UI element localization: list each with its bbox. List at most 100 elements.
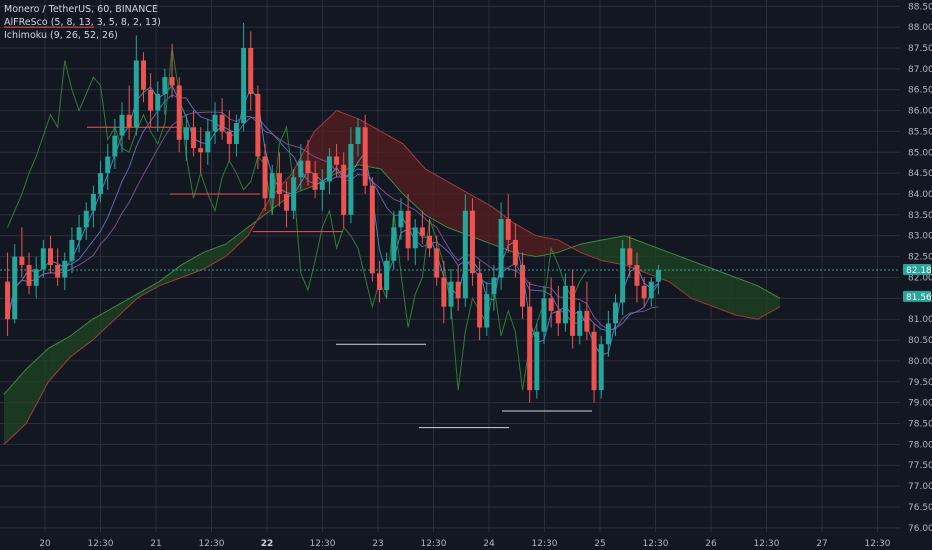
candle-body[interactable] xyxy=(119,114,125,136)
candle-body[interactable] xyxy=(112,135,118,157)
candle-body[interactable] xyxy=(548,298,554,311)
candle-body[interactable] xyxy=(334,156,340,165)
indicator-ichimoku[interactable]: Ichimoku (9, 26, 52, 26) xyxy=(4,30,118,41)
candle-body[interactable] xyxy=(520,264,526,307)
candle-body[interactable] xyxy=(233,123,239,144)
candlestick-series[interactable] xyxy=(5,22,661,403)
candle-body[interactable] xyxy=(613,302,619,324)
candle-body[interactable] xyxy=(62,260,68,278)
candle-body[interactable] xyxy=(398,210,404,228)
candle-body[interactable] xyxy=(162,77,168,94)
time-axis[interactable]: 20 12:30 21 12:30 22 12:30 23 12:30 24 12:30 25 12:… xyxy=(39,539,890,549)
candle-body[interactable] xyxy=(83,210,89,228)
candle-body[interactable] xyxy=(384,260,390,290)
candle-body[interactable] xyxy=(12,256,18,320)
candle-body[interactable] xyxy=(355,127,361,144)
candle-body[interactable] xyxy=(47,248,53,265)
candle-body[interactable] xyxy=(148,89,154,111)
candle-body[interactable] xyxy=(591,331,597,391)
candle-body[interactable] xyxy=(555,310,561,324)
candle-body[interactable] xyxy=(241,47,247,124)
candle-body[interactable] xyxy=(362,127,368,186)
candle-body[interactable] xyxy=(55,264,61,278)
candle-body[interactable] xyxy=(291,177,297,211)
candle-body[interactable] xyxy=(255,93,261,157)
candle-body[interactable] xyxy=(469,210,475,274)
candle-body[interactable] xyxy=(491,277,497,295)
candle-body[interactable] xyxy=(376,273,382,290)
candle-body[interactable] xyxy=(448,281,454,307)
indicator-alfresco[interactable]: AlFReSco (5, 8, 13, 3, 5, 8, 2, 13) xyxy=(4,17,161,28)
candle-body[interactable] xyxy=(19,256,25,265)
candle-body[interactable] xyxy=(140,60,146,90)
candle-body[interactable] xyxy=(248,47,254,94)
candle-body[interactable] xyxy=(98,173,104,195)
candle-body[interactable] xyxy=(512,239,518,265)
candle-body[interactable] xyxy=(419,227,425,236)
candle-body[interactable] xyxy=(412,227,418,249)
candle-body[interactable] xyxy=(341,164,347,215)
candle-body[interactable] xyxy=(369,185,375,274)
candle-body[interactable] xyxy=(405,210,411,249)
price-axis[interactable]: 76.00 76.50 77.00 77.50 78.00 78.50 79.00 79.50… xyxy=(908,2,932,534)
candle-body[interactable] xyxy=(584,310,590,332)
candle-body[interactable] xyxy=(312,173,318,190)
candle-body[interactable] xyxy=(198,148,204,153)
candle-body[interactable] xyxy=(498,219,504,278)
candle-body[interactable] xyxy=(655,269,661,282)
candle-body[interactable] xyxy=(505,219,511,240)
candle-body[interactable] xyxy=(441,277,447,307)
candle-body[interactable] xyxy=(462,210,468,299)
candle-body[interactable] xyxy=(391,227,397,261)
candle-body[interactable] xyxy=(477,273,483,328)
candle-body[interactable] xyxy=(427,235,433,249)
candle-body[interactable] xyxy=(5,281,11,320)
candle-body[interactable] xyxy=(319,181,325,190)
symbol-title[interactable]: Monero / TetherUS, 60, BINANCE xyxy=(4,4,158,15)
candle-body[interactable] xyxy=(40,248,46,270)
candle-body[interactable] xyxy=(305,160,311,174)
candle-body[interactable] xyxy=(262,156,268,199)
candle-body[interactable] xyxy=(527,306,533,391)
candle-body[interactable] xyxy=(69,239,75,261)
candle-body[interactable] xyxy=(298,160,304,178)
candle-body[interactable] xyxy=(191,127,197,149)
candle-body[interactable] xyxy=(126,114,132,128)
candle-body[interactable] xyxy=(33,269,39,286)
candle-body[interactable] xyxy=(284,194,290,211)
candle-body[interactable] xyxy=(484,294,490,328)
candle-body[interactable] xyxy=(169,77,175,86)
candle-body[interactable] xyxy=(577,310,583,336)
candle-body[interactable] xyxy=(212,114,218,132)
candle-body[interactable] xyxy=(269,173,275,199)
x-tick-label: 12:30 xyxy=(421,539,447,549)
candle-body[interactable] xyxy=(348,143,354,215)
candle-body[interactable] xyxy=(648,281,654,299)
candle-body[interactable] xyxy=(155,93,161,111)
candle-body[interactable] xyxy=(455,281,461,299)
candle-body[interactable] xyxy=(276,173,282,195)
candle-body[interactable] xyxy=(627,248,633,265)
candle-body[interactable] xyxy=(562,285,568,324)
candle-body[interactable] xyxy=(105,156,111,174)
candle-body[interactable] xyxy=(570,285,576,336)
candle-body[interactable] xyxy=(226,131,232,144)
candle-body[interactable] xyxy=(205,131,211,153)
candle-body[interactable] xyxy=(90,194,96,211)
candle-body[interactable] xyxy=(176,85,182,140)
candle-body[interactable] xyxy=(620,248,626,303)
candle-body[interactable] xyxy=(434,248,440,278)
candle-body[interactable] xyxy=(133,60,139,128)
candle-body[interactable] xyxy=(76,227,82,240)
candle-body[interactable] xyxy=(605,323,611,345)
candle-body[interactable] xyxy=(219,114,225,132)
candle-body[interactable] xyxy=(26,264,32,286)
candle-body[interactable] xyxy=(641,285,647,299)
candle-body[interactable] xyxy=(598,344,604,391)
candle-body[interactable] xyxy=(534,331,540,391)
candle-body[interactable] xyxy=(541,298,547,332)
candle-body[interactable] xyxy=(183,127,189,140)
candle-body[interactable] xyxy=(326,156,332,182)
candle-body[interactable] xyxy=(634,264,640,286)
